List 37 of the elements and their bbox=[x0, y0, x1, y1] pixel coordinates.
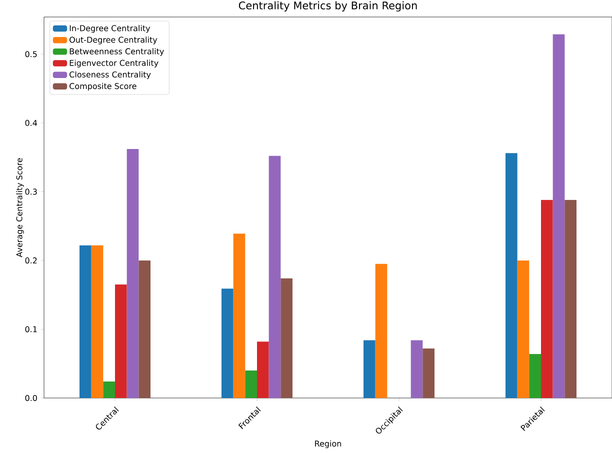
bar bbox=[222, 288, 234, 398]
y-tick-label: 0.5 bbox=[25, 51, 37, 58]
bar bbox=[552, 34, 565, 398]
legend-label: Betweenness Centrality bbox=[70, 48, 164, 56]
x-axis-title: Region bbox=[315, 440, 342, 448]
y-tick-label: 0.0 bbox=[25, 394, 37, 402]
bar bbox=[529, 354, 542, 398]
bar bbox=[564, 200, 577, 398]
bar bbox=[80, 245, 92, 398]
bar bbox=[115, 284, 127, 398]
y-axis-title: Average Centrality Score bbox=[16, 158, 24, 258]
bar bbox=[126, 149, 139, 398]
bar bbox=[517, 260, 530, 398]
bar bbox=[103, 381, 116, 398]
legend-label: Closeness Centrality bbox=[70, 71, 151, 80]
bar bbox=[268, 156, 281, 398]
legend-label: Composite Score bbox=[70, 82, 136, 91]
bar bbox=[138, 260, 150, 398]
chart-title: Centrality Metrics by Brain Region bbox=[238, 1, 417, 12]
bar bbox=[375, 264, 388, 398]
legend-label: Out-Degree Centrality bbox=[70, 36, 158, 44]
y-tick-label: 0.4 bbox=[25, 120, 38, 126]
bar bbox=[91, 245, 104, 398]
y-tick-label: 0.1 bbox=[25, 326, 37, 332]
bar bbox=[410, 340, 423, 398]
bar bbox=[245, 370, 258, 398]
legend-label: In-Degree Centrality bbox=[70, 25, 150, 33]
legend-label: Eigenvector Centrality bbox=[70, 60, 158, 68]
bar bbox=[280, 278, 293, 398]
bar bbox=[541, 200, 553, 398]
y-tick-label: 0.3 bbox=[25, 188, 37, 195]
bar bbox=[506, 153, 518, 398]
y-tick-label: 0.2 bbox=[25, 257, 37, 264]
bar bbox=[364, 340, 376, 398]
bar bbox=[257, 342, 269, 398]
bar bbox=[422, 348, 435, 398]
bar bbox=[233, 234, 246, 398]
